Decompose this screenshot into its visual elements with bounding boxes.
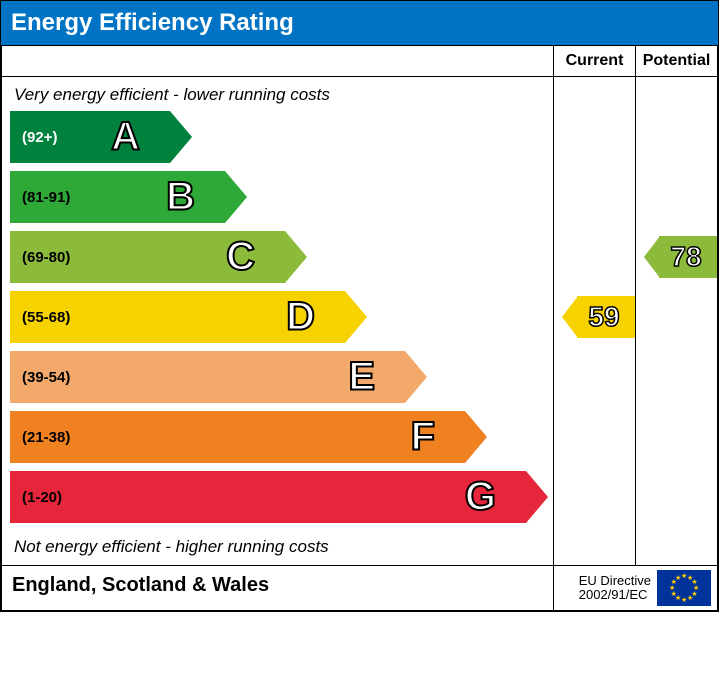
header-current: Current: [554, 46, 636, 77]
band-row-a: (92+)A: [10, 111, 545, 163]
header-potential: Potential: [636, 46, 718, 77]
pointer-arrow-icon: [644, 236, 660, 278]
directive-cell: EU Directive 2002/91/EC ★★★★★★★★★★★★: [554, 566, 718, 611]
band-letter: E: [348, 355, 375, 400]
band-arrow-icon: [285, 231, 307, 283]
rating-table: Current Potential Very energy efficient …: [1, 45, 718, 611]
band-arrow-icon: [170, 111, 192, 163]
band-bar-c: (69-80)C: [10, 231, 285, 283]
band-arrow-icon: [465, 411, 487, 463]
band-row-g: (1-20)G: [10, 471, 545, 523]
eu-star-icon: ★: [681, 596, 687, 604]
region-text: England, Scotland & Wales: [12, 574, 269, 596]
band-row-b: (81-91)B: [10, 171, 545, 223]
band-letter: D: [286, 295, 315, 340]
band-row-f: (21-38)F: [10, 411, 545, 463]
band-range: (21-38): [10, 429, 465, 446]
footer-row: England, Scotland & Wales EU Directive 2…: [2, 566, 718, 611]
pointer-value: 59: [578, 301, 619, 333]
band-letter: B: [166, 175, 195, 220]
band-arrow-icon: [345, 291, 367, 343]
eu-flag-icon: ★★★★★★★★★★★★: [657, 570, 711, 606]
band-letter: C: [226, 235, 255, 280]
caption-efficient: Very energy efficient - lower running co…: [10, 83, 545, 111]
band-bar-d: (55-68)D: [10, 291, 345, 343]
caption-inefficient: Not energy efficient - higher running co…: [10, 531, 545, 559]
directive-text: EU Directive 2002/91/EC: [579, 574, 651, 603]
band-bar-b: (81-91)B: [10, 171, 225, 223]
band-row-c: (69-80)C: [10, 231, 545, 283]
potential-column: 78: [636, 77, 718, 566]
band-arrow-icon: [405, 351, 427, 403]
header-row: Current Potential: [2, 46, 718, 77]
bands-cell: Very energy efficient - lower running co…: [2, 77, 554, 566]
band-row-e: (39-54)E: [10, 351, 545, 403]
band-range: (1-20): [10, 489, 526, 506]
title-text: Energy Efficiency Rating: [11, 9, 294, 36]
band-bar-g: (1-20)G: [10, 471, 526, 523]
band-bar-f: (21-38)F: [10, 411, 465, 463]
band-bar-a: (92+)A: [10, 111, 170, 163]
current-column: 59: [554, 77, 636, 566]
header-main: [2, 46, 554, 77]
band-range: (92+): [10, 129, 170, 146]
band-row-d: (55-68)D: [10, 291, 545, 343]
pointer-value: 78: [660, 241, 701, 273]
eu-star-icon: ★: [687, 594, 693, 602]
epc-rating-card: Energy Efficiency Rating Current Potenti…: [0, 0, 719, 612]
band-letter: A: [111, 115, 140, 160]
region-cell: England, Scotland & Wales: [2, 566, 554, 611]
band-letter: F: [411, 415, 435, 460]
current-pointer: 59: [563, 296, 635, 338]
band-arrow-icon: [225, 171, 247, 223]
band-bar-e: (39-54)E: [10, 351, 405, 403]
band-range: (39-54): [10, 369, 405, 386]
title-bar: Energy Efficiency Rating: [1, 1, 718, 45]
band-letter: G: [465, 475, 496, 520]
body-row: Very energy efficient - lower running co…: [2, 77, 718, 566]
potential-pointer: 78: [645, 236, 717, 278]
eu-star-icon: ★: [675, 574, 681, 582]
pointer-arrow-icon: [562, 296, 578, 338]
band-arrow-icon: [526, 471, 548, 523]
bands-host: (92+)A (81-91)B (69-80)C (55-68)D (39-54)E (2…: [10, 111, 545, 523]
